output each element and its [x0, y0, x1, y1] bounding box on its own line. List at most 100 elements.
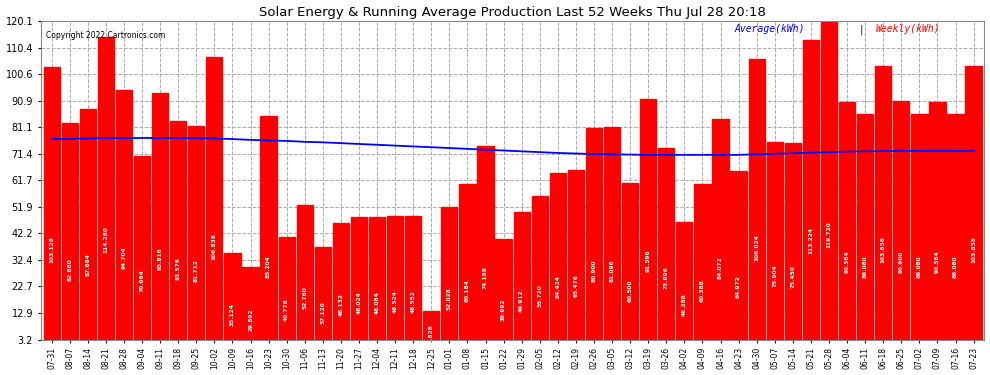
Text: 90.900: 90.900 — [899, 251, 904, 273]
Text: 60.184: 60.184 — [465, 279, 470, 302]
Bar — [622, 183, 639, 348]
Bar — [459, 184, 475, 348]
Bar — [260, 116, 277, 348]
Bar — [785, 143, 801, 348]
Bar — [152, 93, 168, 348]
Text: |: | — [857, 24, 866, 35]
Text: 55.720: 55.720 — [538, 284, 543, 306]
Text: 48.024: 48.024 — [356, 291, 361, 314]
Text: 82.880: 82.880 — [67, 258, 72, 280]
Bar — [965, 66, 982, 348]
Text: Average(kWh): Average(kWh) — [735, 24, 805, 34]
Bar — [875, 66, 891, 348]
Bar — [930, 102, 945, 348]
Bar — [98, 37, 114, 348]
Bar — [170, 121, 186, 348]
Text: Weekly(kWh): Weekly(kWh) — [876, 24, 940, 34]
Text: 85.204: 85.204 — [266, 256, 271, 278]
Text: 103.636: 103.636 — [971, 236, 976, 263]
Text: 37.120: 37.120 — [321, 302, 326, 324]
Text: 80.900: 80.900 — [591, 260, 597, 282]
Text: 86.080: 86.080 — [953, 255, 958, 278]
Text: 91.596: 91.596 — [645, 250, 650, 272]
Bar — [206, 57, 223, 348]
Text: 65.476: 65.476 — [573, 274, 578, 297]
Text: 84.072: 84.072 — [718, 257, 723, 279]
Text: 29.892: 29.892 — [248, 309, 253, 331]
Text: 39.992: 39.992 — [501, 299, 506, 321]
Bar — [676, 222, 692, 348]
Text: 48.552: 48.552 — [411, 291, 416, 314]
Bar — [405, 216, 422, 348]
Bar — [297, 204, 313, 348]
Text: 73.696: 73.696 — [663, 267, 669, 290]
Text: 40.776: 40.776 — [284, 298, 289, 321]
Text: 90.364: 90.364 — [935, 251, 940, 273]
Text: 48.524: 48.524 — [393, 291, 398, 314]
Bar — [803, 40, 819, 348]
Text: 113.224: 113.224 — [809, 227, 814, 254]
Text: 103.128: 103.128 — [50, 237, 54, 263]
Bar — [387, 216, 403, 348]
Bar — [514, 212, 530, 348]
Text: 74.188: 74.188 — [483, 266, 488, 289]
Bar — [911, 114, 928, 348]
Text: 103.636: 103.636 — [881, 236, 886, 263]
Bar — [116, 90, 132, 348]
Bar — [532, 196, 547, 348]
Bar — [61, 123, 78, 348]
Text: 86.080: 86.080 — [917, 255, 922, 278]
Text: 81.712: 81.712 — [194, 259, 199, 282]
Bar — [947, 114, 963, 348]
Bar — [278, 237, 295, 348]
Bar — [586, 128, 602, 348]
Text: 52.760: 52.760 — [302, 286, 307, 309]
Text: 75.450: 75.450 — [790, 265, 795, 288]
Bar — [694, 184, 711, 348]
Bar — [423, 310, 440, 348]
Text: 75.904: 75.904 — [772, 265, 777, 287]
Bar — [225, 253, 241, 348]
Bar — [134, 156, 150, 348]
Text: 60.500: 60.500 — [628, 279, 633, 302]
Bar — [731, 171, 746, 348]
Bar — [79, 110, 96, 348]
Text: 114.280: 114.280 — [103, 226, 108, 253]
Bar — [713, 119, 729, 348]
Bar — [442, 207, 457, 348]
Text: 46.288: 46.288 — [682, 293, 687, 316]
Text: 81.096: 81.096 — [610, 260, 615, 282]
Bar — [893, 100, 910, 348]
Text: 64.424: 64.424 — [555, 275, 560, 298]
Text: 49.912: 49.912 — [519, 290, 524, 312]
Bar — [315, 247, 331, 348]
Text: 90.364: 90.364 — [844, 251, 849, 273]
Bar — [333, 223, 349, 348]
Bar — [350, 217, 367, 348]
Text: 86.080: 86.080 — [862, 255, 867, 278]
Bar — [748, 60, 765, 348]
Text: 87.664: 87.664 — [85, 253, 90, 276]
Text: 106.836: 106.836 — [212, 233, 217, 260]
Bar — [604, 128, 620, 348]
Bar — [369, 217, 385, 348]
Text: 46.132: 46.132 — [339, 293, 344, 316]
Bar — [44, 68, 59, 348]
Bar — [658, 147, 674, 348]
Bar — [766, 141, 783, 348]
Bar — [641, 99, 656, 348]
Bar — [839, 102, 855, 348]
Text: 106.024: 106.024 — [754, 234, 759, 261]
Text: 64.972: 64.972 — [737, 275, 742, 298]
Text: 94.704: 94.704 — [122, 247, 127, 269]
Title: Solar Energy & Running Average Production Last 52 Weeks Thu Jul 28 20:18: Solar Energy & Running Average Productio… — [259, 6, 766, 18]
Bar — [568, 170, 584, 348]
Bar — [549, 173, 566, 348]
Bar — [188, 126, 204, 348]
Text: 93.816: 93.816 — [157, 248, 162, 270]
Bar — [821, 22, 838, 348]
Text: 70.664: 70.664 — [140, 270, 145, 292]
Bar — [495, 239, 512, 348]
Bar — [857, 114, 873, 348]
Bar — [243, 267, 258, 348]
